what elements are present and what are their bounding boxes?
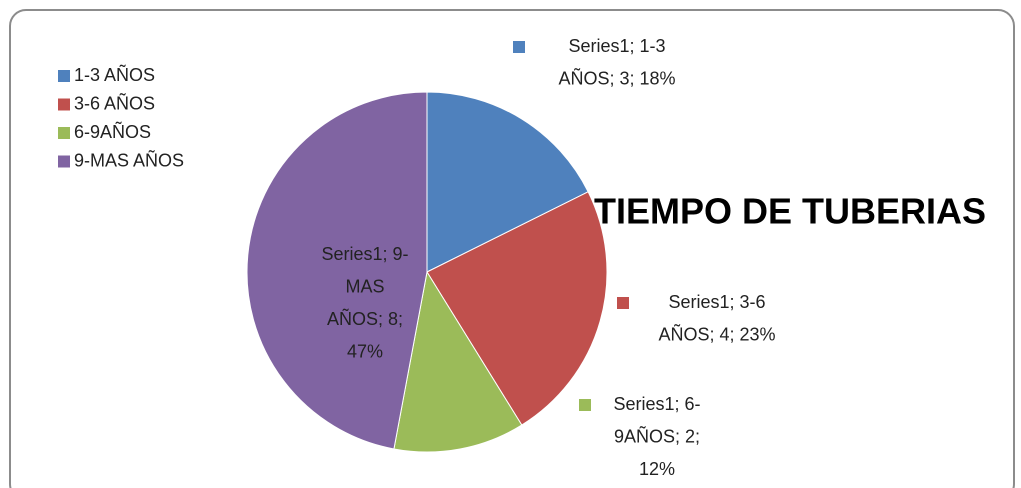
data-label: AÑOS; 8;	[327, 308, 403, 329]
data-label: 12%	[639, 459, 675, 479]
data-label: 9AÑOS; 2;	[614, 425, 700, 446]
label-marker	[513, 41, 525, 53]
data-label: AÑOS; 3; 18%	[558, 67, 675, 88]
pie-slice	[426, 91, 589, 273]
pie-slice	[426, 191, 608, 426]
legend-label: 3-6 AÑOS	[74, 92, 155, 113]
legend-label: 9-MAS AÑOS	[74, 149, 184, 170]
data-label: AÑOS; 4; 23%	[658, 323, 775, 344]
data-label: Series1; 1-3	[568, 36, 665, 56]
legend-label: 1-3 AÑOS	[74, 64, 155, 85]
legend-label: 6-9AÑOS	[74, 121, 151, 142]
pie-slice	[246, 91, 428, 450]
data-label: Series1; 3-6	[668, 292, 765, 312]
data-label: Series1; 6-	[613, 394, 700, 414]
legend-swatch	[58, 98, 70, 111]
data-label: Series1; 9-	[321, 244, 408, 264]
legend-swatch	[58, 70, 70, 82]
pie-slice	[393, 270, 523, 453]
legend-swatch	[58, 155, 70, 168]
label-marker	[617, 297, 629, 309]
data-label: MAS	[345, 276, 384, 296]
label-marker	[579, 399, 591, 411]
data-label: 47%	[347, 341, 383, 361]
legend-swatch	[58, 127, 70, 139]
chart-title: TIEMPO DE TUBERIAS	[594, 191, 986, 232]
